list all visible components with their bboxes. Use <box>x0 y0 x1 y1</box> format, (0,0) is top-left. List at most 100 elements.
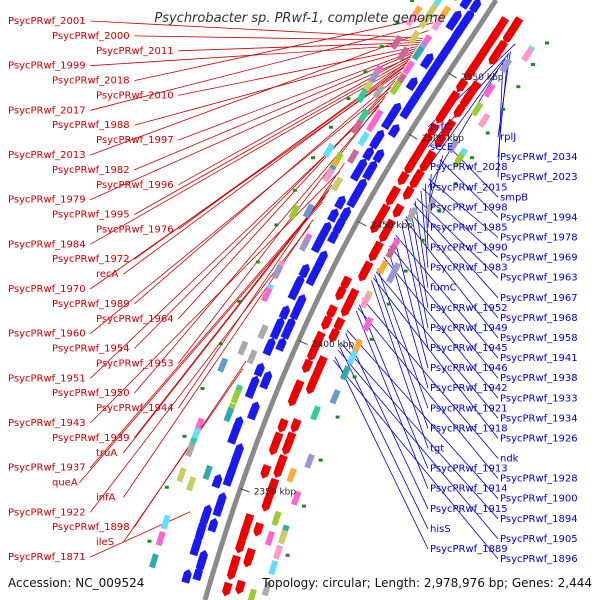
gene-label-right[interactable]: ndk <box>500 454 519 465</box>
gene-label-right[interactable]: PsycPRwf_1913 <box>430 464 508 475</box>
gene-label-right[interactable]: fumC <box>430 283 457 294</box>
gene-label-left[interactable]: PsycPRwf_1984 <box>8 239 86 250</box>
gene-label-left[interactable]: PsycPRwf_1972 <box>52 254 130 265</box>
gene-label-right[interactable]: PsycPRwf_1994 <box>500 212 578 223</box>
gene-label-left[interactable]: PsycPRwf_1964 <box>96 314 174 325</box>
connector-right <box>425 183 429 248</box>
kbp-tick <box>408 133 418 140</box>
gene-label-left[interactable]: PsycPRwf_1937 <box>8 463 86 474</box>
gene-label-left[interactable]: PsycPRwf_1944 <box>96 403 174 414</box>
gene-label-left[interactable]: PsycPRwf_2001 <box>8 16 86 27</box>
gene-label-right[interactable]: PsycPRwf_1968 <box>500 313 578 324</box>
gene-label-right[interactable]: rplJ <box>500 132 516 143</box>
gene-label-right[interactable]: PsycPRwf_1967 <box>500 293 578 304</box>
gene-label-left[interactable]: PsycPRwf_1951 <box>8 373 86 384</box>
forward-gene-arrow <box>287 391 300 407</box>
gene-label-right[interactable]: PsycPRwf_1941 <box>500 353 578 364</box>
gene-label-left[interactable]: PsycPRwf_1939 <box>52 433 130 444</box>
forward-gene-arrow <box>370 218 382 234</box>
accession-text: Accession: NC_009524 <box>8 576 144 590</box>
gene-label-left[interactable]: PsycPRwf_1988 <box>52 120 130 131</box>
gene-label-left[interactable]: PsycPRwf_2011 <box>96 46 174 57</box>
gene-label-left[interactable]: ileS <box>96 537 114 548</box>
gene-label-left[interactable]: PsycPRwf_2000 <box>52 31 130 42</box>
gene-label-right[interactable]: PsycPRwf_1998 <box>430 202 508 213</box>
feature-box <box>396 46 410 62</box>
gene-label-right[interactable]: PsycPRwf_1918 <box>430 423 508 434</box>
gene-label-left[interactable]: PsycPRwf_1943 <box>8 418 86 429</box>
gene-label-right[interactable]: PsycPRwf_1946 <box>430 363 508 374</box>
gene-label-left[interactable]: PsycPRwf_2010 <box>96 90 174 101</box>
gene-label-right[interactable]: PsycPRwf_1969 <box>500 253 578 264</box>
gene-label-right[interactable]: PsycPRwf_2028 <box>430 162 508 173</box>
gene-label-right[interactable]: secE <box>430 142 453 153</box>
gene-label-right[interactable]: PsycPRwf_1889 <box>430 544 508 555</box>
gene-label-left[interactable]: PsycPRwf_1954 <box>52 344 130 355</box>
gene-label-left[interactable]: PsycPRwf_1996 <box>96 180 174 191</box>
gene-label-right[interactable]: PsycPRwf_1905 <box>500 534 578 545</box>
gene-label-left[interactable]: PsycPRwf_1922 <box>8 507 86 518</box>
gene-label-right[interactable]: PsycPRwf_1963 <box>500 273 578 284</box>
gene-label-left[interactable]: PsycPRwf_1950 <box>52 388 130 399</box>
gene-label-left[interactable]: queA <box>52 478 78 489</box>
gene-label-right[interactable]: PsycPRwf_1926 <box>500 433 578 444</box>
feature-box <box>407 29 421 45</box>
gene-label-right[interactable]: PsycPRwf_1938 <box>500 373 578 384</box>
gene-label-right[interactable]: smpB <box>500 192 528 203</box>
gene-label-left[interactable]: recA <box>96 269 119 280</box>
feature-box <box>438 5 452 21</box>
connector-left <box>134 75 399 305</box>
gene-label-right[interactable]: PsycPRwf_1983 <box>430 263 508 274</box>
forward-gene-arrow <box>261 497 273 512</box>
gene-label-left[interactable]: PsycPRwf_2017 <box>8 105 86 116</box>
gene-label-left[interactable]: PsycPRwf_1970 <box>8 284 86 295</box>
gene-label-left[interactable]: PsycPRwf_1999 <box>8 61 86 72</box>
gene-label-right[interactable]: PsycPRwf_1894 <box>500 514 578 525</box>
feature-box <box>288 204 301 220</box>
gene-label-right[interactable]: PsycPRwf_1928 <box>500 474 578 485</box>
gene-label-right[interactable]: PsycPRwf_1990 <box>430 243 508 254</box>
gene-label-right[interactable]: PsycPRwf_1900 <box>500 494 578 505</box>
gene-label-right[interactable]: PsycPRwf_1985 <box>430 223 508 234</box>
gene-label-right[interactable]: PsycPRwf_1942 <box>430 383 508 394</box>
gene-label-right[interactable]: PsycPRwf_1915 <box>430 504 508 515</box>
gene-label-right[interactable]: PsycPRwf_1933 <box>500 393 578 404</box>
gene-label-right[interactable]: PsycPRwf_1921 <box>430 403 508 414</box>
gene-label-right[interactable]: PsycPRwf_1934 <box>500 413 578 424</box>
reverse-gene-arrow <box>289 305 302 321</box>
gene-label-right[interactable]: PsycPRwf_1914 <box>430 484 508 495</box>
gene-label-left[interactable]: PsycPRwf_1871 <box>8 552 86 563</box>
gene-label-left[interactable]: PsycPRwf_1979 <box>8 195 86 206</box>
gene-label-left[interactable]: PsycPRwf_1997 <box>96 135 174 146</box>
reverse-gene-arrow <box>199 509 211 525</box>
forward-gene-arrow <box>385 191 398 206</box>
gene-label-right[interactable]: PsycPRwf_1896 <box>500 554 578 565</box>
connector-right <box>375 271 499 419</box>
gene-label-left[interactable]: truA <box>96 448 117 459</box>
gene-label-left[interactable]: PsycPRwf_2018 <box>52 76 130 87</box>
gene-label-left[interactable]: PsycPRwf_1995 <box>52 210 130 221</box>
gene-label-right[interactable]: PsycPRwf_1978 <box>500 233 578 244</box>
gene-label-right[interactable]: PsycPRwf_1945 <box>430 343 508 354</box>
gene-label-right[interactable]: PsycPRwf_2023 <box>500 172 578 183</box>
gene-label-left[interactable]: infA <box>96 492 116 503</box>
gene-label-right[interactable]: hisS <box>430 524 451 535</box>
reverse-gene-arrow <box>280 325 292 340</box>
gene-label-left[interactable]: PsycPRwf_1960 <box>8 329 86 340</box>
marker-tick <box>386 302 391 306</box>
gene-label-right[interactable]: PsycPRwf_1952 <box>430 303 508 314</box>
gene-label-left[interactable]: PsycPRwf_1982 <box>52 165 130 176</box>
gene-label-right[interactable]: prfC <box>430 122 451 133</box>
gene-label-left[interactable]: PsycPRwf_1898 <box>52 522 130 533</box>
gene-label-right[interactable]: PsycPRwf_1949 <box>430 323 508 334</box>
feature-box <box>304 453 315 469</box>
gene-label-right[interactable]: PsycPRwf_1958 <box>500 333 578 344</box>
gene-label-left[interactable]: PsycPRwf_1976 <box>96 224 174 235</box>
gene-label-right[interactable]: PsycPRwf_2015 <box>430 182 508 193</box>
gene-label-left[interactable]: PsycPRwf_2013 <box>8 150 86 161</box>
gene-label-right[interactable]: tgt <box>430 444 444 455</box>
gene-label-right[interactable]: PsycPRwf_2034 <box>500 152 578 163</box>
gene-label-left[interactable]: PsycPRwf_1989 <box>52 299 130 310</box>
gene-label-left[interactable]: PsycPRwf_1953 <box>96 358 174 369</box>
